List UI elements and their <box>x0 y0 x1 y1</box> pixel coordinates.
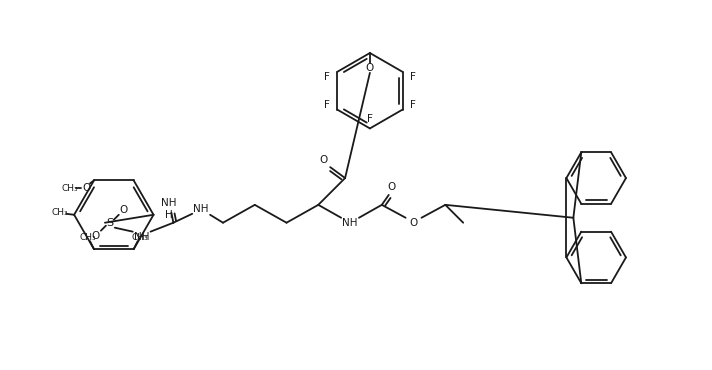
Text: F: F <box>325 100 330 110</box>
Text: F: F <box>367 114 373 124</box>
Text: NH: NH <box>342 218 358 228</box>
Text: CH₃: CH₃ <box>131 233 148 242</box>
Text: O: O <box>82 183 90 194</box>
Text: O: O <box>366 63 374 73</box>
Text: O: O <box>409 218 418 228</box>
Text: H: H <box>164 210 172 220</box>
Text: F: F <box>409 72 415 82</box>
Text: NH: NH <box>194 204 209 214</box>
Text: NH: NH <box>134 232 150 242</box>
Text: CH₃: CH₃ <box>80 233 96 242</box>
Text: O: O <box>319 155 328 165</box>
Text: F: F <box>409 100 415 110</box>
Text: CH₃: CH₃ <box>52 208 68 217</box>
Text: O: O <box>120 205 128 215</box>
Text: S: S <box>106 218 113 228</box>
Text: NH: NH <box>161 198 176 208</box>
Text: O: O <box>92 231 100 240</box>
Text: CH₃: CH₃ <box>62 184 78 193</box>
Text: O: O <box>387 182 396 192</box>
Text: F: F <box>325 72 330 82</box>
